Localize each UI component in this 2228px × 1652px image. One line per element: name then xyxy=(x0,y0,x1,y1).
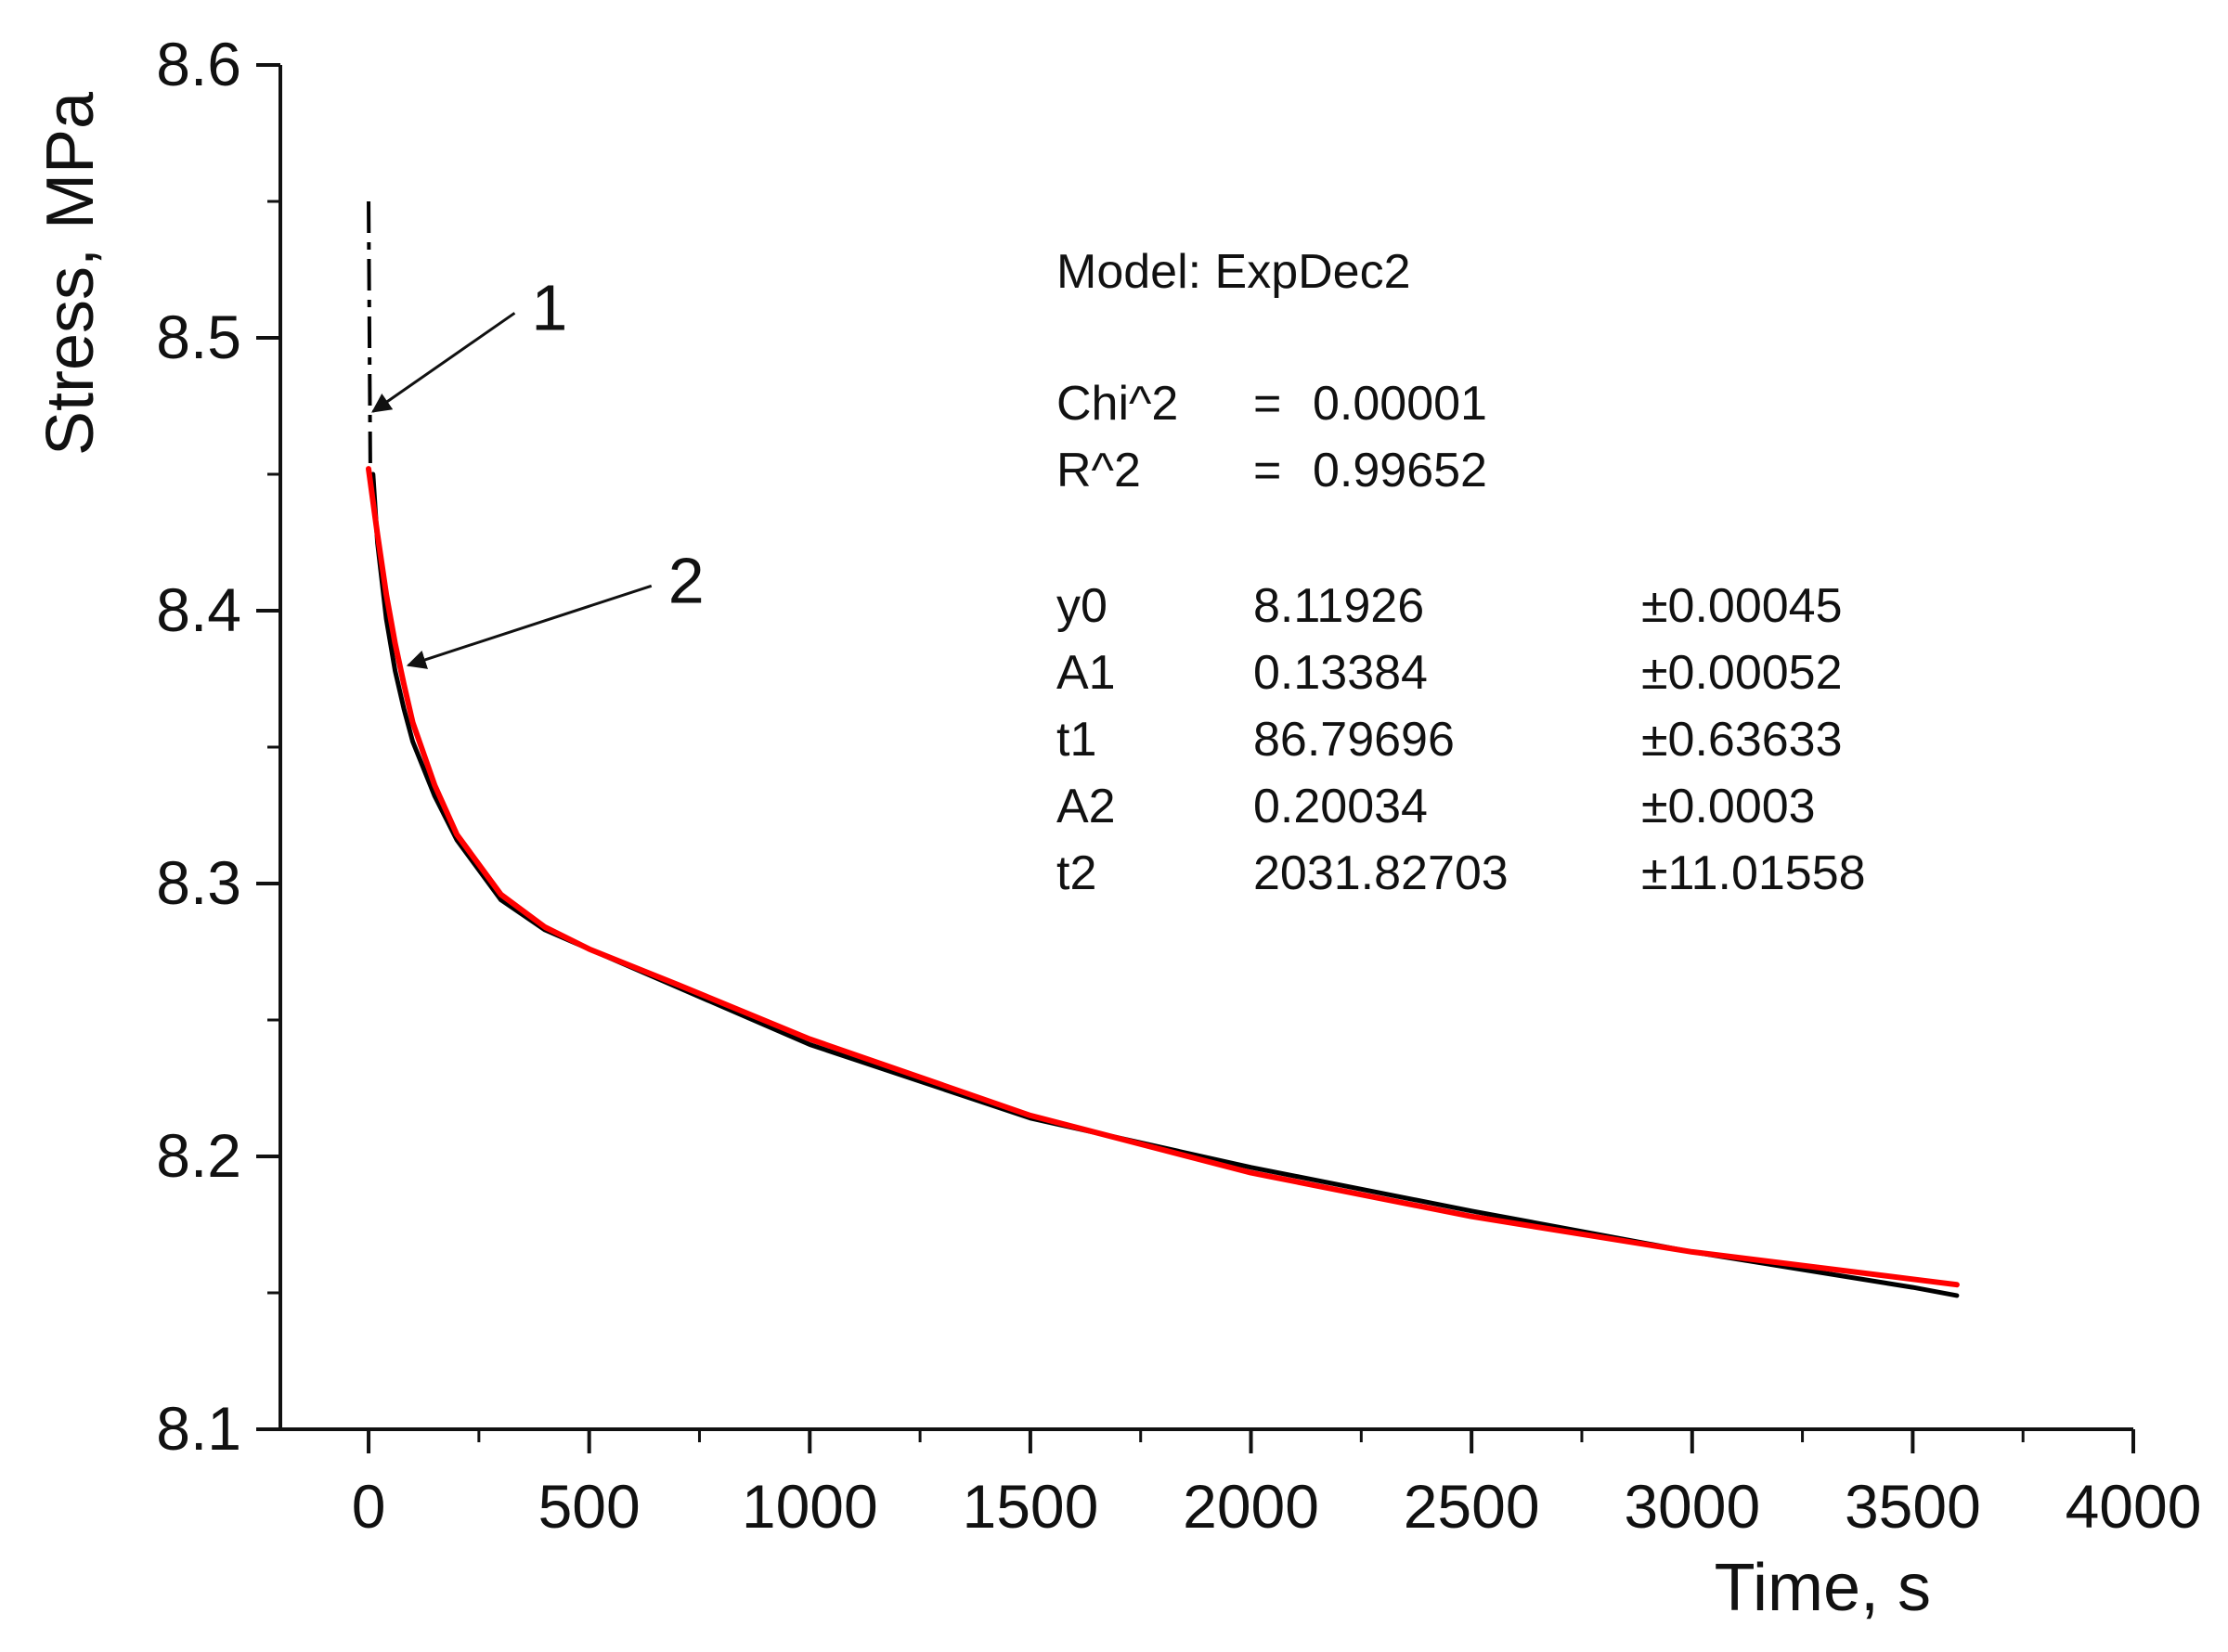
fit-param-value: 8.11926 xyxy=(1253,579,1424,633)
series-2-point xyxy=(677,984,679,986)
x-tick-label: 2500 xyxy=(1404,1472,1540,1541)
series-2-point xyxy=(385,593,387,595)
series-2-point xyxy=(500,894,502,896)
fit-stat-value: 0.00001 xyxy=(1313,377,1487,431)
fit-param-error: ±0.00045 xyxy=(1641,579,1843,633)
series-1-point xyxy=(403,708,405,710)
series-1-point xyxy=(456,839,458,841)
fit-stat-eq: = xyxy=(1253,377,1281,431)
fit-param-value: 0.13384 xyxy=(1253,646,1428,700)
y-axis-title: Stress, MPa xyxy=(33,91,108,456)
series-2-point xyxy=(1250,1172,1252,1174)
series-1-point xyxy=(500,899,502,901)
x-tick-label: 500 xyxy=(538,1472,641,1541)
fit-stat-value: 0.99652 xyxy=(1313,444,1487,497)
x-tick-label: 4000 xyxy=(2066,1472,2202,1541)
fit-stat-name: R^2 xyxy=(1056,444,1141,497)
series-2-point xyxy=(1691,1251,1693,1253)
axes: 8.1 8.2 8.3 8.4 8.5 8.6 0 500 1000 1500 2000 2500 30… xyxy=(33,30,2201,1625)
annotation-arrow-1 xyxy=(371,312,516,413)
series-1-point xyxy=(1250,1167,1252,1168)
fit-param-value: 86.79696 xyxy=(1253,713,1455,767)
fit-legend: Model: ExpDec2 Chi^2 = 0.00001 R^2 = 0.99652 y0… xyxy=(1056,245,1866,900)
fit-param-value: 2031.82703 xyxy=(1253,846,1509,900)
fit-stat-eq: = xyxy=(1253,444,1281,497)
x-tick-label: 2000 xyxy=(1183,1472,1319,1541)
series-1-point xyxy=(1956,1295,1958,1297)
series-2 xyxy=(366,466,1960,1288)
fit-param-error: ±0.00052 xyxy=(1641,646,1843,700)
x-tick-label: 3500 xyxy=(1845,1472,1981,1541)
fit-param-error: ±0.63633 xyxy=(1641,713,1843,767)
series-2-point xyxy=(1470,1216,1472,1218)
annotations: 12 xyxy=(371,271,705,669)
y-tick-label: 8.6 xyxy=(156,30,241,98)
series-1-point xyxy=(385,618,387,620)
series-2-point xyxy=(434,784,435,786)
fit-model-label: Model: ExpDec2 xyxy=(1056,245,1411,299)
series-2-point xyxy=(544,926,546,928)
series-2-point xyxy=(1956,1284,1958,1285)
fit-param-error: ±11.01558 xyxy=(1641,846,1866,900)
series-2-point xyxy=(1911,1278,1913,1280)
fit-param-value: 0.20034 xyxy=(1253,780,1428,833)
y-tick-label: 8.4 xyxy=(156,575,241,644)
series-2-point xyxy=(377,534,379,536)
series-2-point xyxy=(456,833,458,835)
annotation-arrow-2 xyxy=(406,584,653,669)
x-tick-label: 1000 xyxy=(742,1472,878,1541)
x-tick-label: 3000 xyxy=(1624,1472,1760,1541)
annotation-label-2: 2 xyxy=(668,544,705,616)
y-tick-label: 8.2 xyxy=(156,1121,241,1190)
plot-area xyxy=(366,200,1960,1298)
series-2-point xyxy=(412,722,414,724)
series-1-dashed-start xyxy=(367,200,372,475)
y-tick-label: 8.3 xyxy=(156,848,241,917)
fit-param-error: ±0.0003 xyxy=(1641,780,1816,833)
fit-param-name: A2 xyxy=(1056,780,1116,833)
y-tick-label: 8.1 xyxy=(156,1394,241,1463)
series-2-point xyxy=(403,683,405,685)
series-1-point xyxy=(1470,1210,1472,1212)
x-axis-title: Time, s xyxy=(1715,1551,1931,1625)
y-tick-label: 8.5 xyxy=(156,303,241,371)
annotation-label-1: 1 xyxy=(531,271,567,343)
series-1-point xyxy=(372,473,374,475)
fit-param-name: y0 xyxy=(1056,579,1108,633)
series-1-point xyxy=(434,795,435,797)
fit-param-name: t2 xyxy=(1056,846,1096,900)
fit-stat-name: Chi^2 xyxy=(1056,377,1178,431)
fit-param-name: t1 xyxy=(1056,713,1096,767)
x-tick-label: 0 xyxy=(352,1472,386,1541)
x-tick-label: 1500 xyxy=(962,1472,1098,1541)
series-1-point xyxy=(1911,1286,1913,1288)
fit-param-name: A1 xyxy=(1056,646,1116,700)
